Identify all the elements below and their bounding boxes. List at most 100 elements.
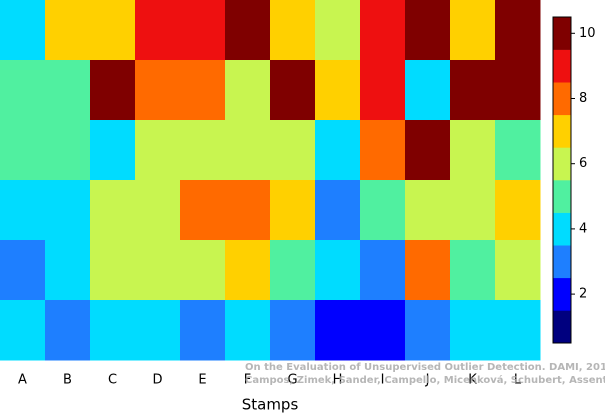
x-tick-label: H bbox=[333, 373, 343, 388]
heatmap-cell bbox=[495, 300, 541, 361]
watermark: Campos, Zimek, Sander, Campello, Micenko… bbox=[245, 374, 605, 386]
heatmap-cell bbox=[90, 60, 136, 121]
heatmap-cell bbox=[450, 60, 496, 121]
heatmap-cell bbox=[495, 0, 541, 61]
colorbar-tick-label: 2 bbox=[579, 287, 587, 302]
heatmap-cell bbox=[495, 120, 541, 181]
colorbar-segment bbox=[553, 49, 571, 83]
heatmap-cell bbox=[180, 180, 226, 241]
heatmap-cell bbox=[0, 180, 46, 241]
heatmap-cell bbox=[90, 120, 136, 181]
colorbar-tick-label: 8 bbox=[579, 91, 587, 106]
x-tick-label: E bbox=[198, 373, 206, 388]
heatmap-cell bbox=[135, 0, 181, 61]
heatmap-cell bbox=[90, 0, 136, 61]
heatmap-cell bbox=[135, 60, 181, 121]
colorbar-segment bbox=[553, 82, 571, 116]
x-tick-label: B bbox=[63, 373, 72, 388]
heatmap-cell bbox=[315, 120, 361, 181]
heatmap-cell bbox=[315, 240, 361, 301]
heatmap-cell bbox=[135, 180, 181, 241]
heatmap-cell bbox=[450, 300, 496, 361]
colorbar-segment bbox=[553, 114, 571, 148]
heatmap-cell bbox=[315, 300, 361, 361]
heatmap-cell bbox=[360, 300, 406, 361]
heatmap-cell bbox=[180, 120, 226, 181]
heatmap-cell bbox=[315, 60, 361, 121]
heatmap-cell bbox=[225, 240, 271, 301]
heatmap-cell bbox=[450, 120, 496, 181]
heatmap-cell bbox=[270, 120, 316, 181]
heatmap-cell bbox=[405, 180, 451, 241]
x-tick-label: F bbox=[244, 373, 251, 388]
colorbar-segment bbox=[553, 310, 571, 344]
heatmap-cell bbox=[225, 180, 271, 241]
colorbar-segment bbox=[553, 212, 571, 246]
x-tick-label: G bbox=[287, 373, 297, 388]
heatmap-cell bbox=[0, 60, 46, 121]
heatmap-cell bbox=[180, 300, 226, 361]
heatmap-cell bbox=[135, 120, 181, 181]
heatmap-cell bbox=[495, 240, 541, 301]
heatmap-cell bbox=[0, 0, 46, 61]
heatmap-cell bbox=[180, 0, 226, 61]
heatmap-cell bbox=[180, 60, 226, 121]
colorbar-tick-label: 4 bbox=[579, 221, 587, 236]
heatmap-cell bbox=[495, 60, 541, 121]
heatmap-cell bbox=[270, 240, 316, 301]
x-tick-label: C bbox=[108, 373, 117, 388]
heatmap-cell bbox=[315, 0, 361, 61]
heatmap-cell bbox=[450, 0, 496, 61]
heatmap-cell bbox=[45, 240, 91, 301]
colorbar-segment bbox=[553, 17, 571, 50]
heatmap-cell bbox=[0, 300, 46, 361]
heatmap-cell bbox=[405, 300, 451, 361]
x-tick-label: K bbox=[468, 373, 477, 388]
heatmap-cell bbox=[270, 300, 316, 361]
heatmap-cell bbox=[360, 240, 406, 301]
heatmap-cell bbox=[45, 60, 91, 121]
heatmap-cell bbox=[90, 240, 136, 301]
heatmap-cell bbox=[360, 120, 406, 181]
colorbar-segment bbox=[553, 147, 571, 181]
heatmap-cell bbox=[315, 180, 361, 241]
heatmap-cell bbox=[360, 180, 406, 241]
heatmap-cell bbox=[360, 60, 406, 121]
x-tick-label: A bbox=[18, 373, 27, 388]
heatmap-cell bbox=[0, 240, 46, 301]
heatmap-cell bbox=[45, 120, 91, 181]
heatmap-cell bbox=[90, 180, 136, 241]
heatmap-cell bbox=[270, 0, 316, 61]
x-tick-label: D bbox=[152, 373, 162, 388]
heatmap-cell bbox=[45, 180, 91, 241]
heatmap-cell bbox=[270, 60, 316, 121]
heatmap-cell bbox=[405, 240, 451, 301]
heatmap-cell bbox=[180, 240, 226, 301]
x-tick-label: J bbox=[425, 373, 430, 388]
colorbar-segment bbox=[553, 180, 571, 213]
heatmap-cell bbox=[405, 60, 451, 121]
colorbar-tick-label: 10 bbox=[579, 26, 596, 41]
watermark: On the Evaluation of Unsupervised Outlie… bbox=[245, 362, 605, 373]
heatmap-cell bbox=[405, 120, 451, 181]
heatmap-cell bbox=[225, 60, 271, 121]
heatmap-cell bbox=[135, 300, 181, 361]
heatmap-cell bbox=[0, 120, 46, 181]
heatmap-cell bbox=[225, 120, 271, 181]
heatmap-cell bbox=[360, 0, 406, 61]
colorbar-tick-label: 6 bbox=[579, 156, 587, 171]
colorbar-frame bbox=[552, 16, 572, 344]
colorbar-segment bbox=[553, 277, 571, 311]
colorbar-segment bbox=[553, 245, 571, 279]
x-tick-label: L bbox=[514, 373, 522, 388]
heatmap-cell bbox=[225, 0, 271, 61]
x-axis-label: Stamps bbox=[242, 396, 299, 414]
heatmap-cell bbox=[45, 300, 91, 361]
heatmap-cell bbox=[225, 300, 271, 361]
heatmap-cell bbox=[495, 180, 541, 241]
heatmap-cell bbox=[135, 240, 181, 301]
heatmap-cell bbox=[270, 180, 316, 241]
heatmap-cell bbox=[45, 0, 91, 61]
heatmap-cell bbox=[450, 240, 496, 301]
